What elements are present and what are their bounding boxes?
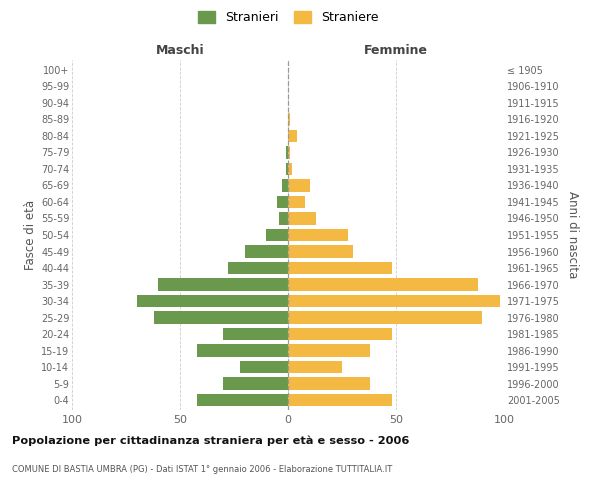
Bar	[277, 196, 288, 208]
Text: COMUNE DI BASTIA UMBRA (PG) - Dati ISTAT 1° gennaio 2006 - Elaborazione TUTTITAL: COMUNE DI BASTIA UMBRA (PG) - Dati ISTAT…	[12, 465, 392, 474]
Bar	[288, 113, 290, 126]
Bar	[227, 262, 288, 274]
Bar	[288, 246, 353, 258]
Bar	[288, 378, 370, 390]
Bar	[288, 146, 290, 158]
Bar	[223, 328, 288, 340]
Bar	[288, 394, 392, 406]
Bar	[286, 163, 288, 175]
Text: Maschi: Maschi	[155, 44, 205, 57]
Y-axis label: Anni di nascita: Anni di nascita	[566, 192, 579, 278]
Legend: Stranieri, Straniere: Stranieri, Straniere	[193, 6, 383, 29]
Bar	[288, 312, 482, 324]
Bar	[241, 361, 288, 374]
Bar	[280, 212, 288, 224]
Bar	[288, 180, 310, 192]
Bar	[197, 394, 288, 406]
Bar	[154, 312, 288, 324]
Bar	[288, 278, 478, 290]
Bar	[288, 130, 296, 142]
Bar	[288, 163, 292, 175]
Bar	[288, 295, 500, 307]
Y-axis label: Fasce di età: Fasce di età	[23, 200, 37, 270]
Bar	[137, 295, 288, 307]
Bar	[266, 229, 288, 241]
Bar	[197, 344, 288, 357]
Bar	[158, 278, 288, 290]
Text: Popolazione per cittadinanza straniera per età e sesso - 2006: Popolazione per cittadinanza straniera p…	[12, 435, 409, 446]
Text: Femmine: Femmine	[364, 44, 428, 57]
Bar	[286, 146, 288, 158]
Bar	[288, 328, 392, 340]
Bar	[288, 196, 305, 208]
Bar	[281, 180, 288, 192]
Bar	[288, 361, 342, 374]
Bar	[288, 262, 392, 274]
Bar	[245, 246, 288, 258]
Bar	[288, 344, 370, 357]
Bar	[223, 378, 288, 390]
Bar	[288, 212, 316, 224]
Bar	[288, 229, 349, 241]
